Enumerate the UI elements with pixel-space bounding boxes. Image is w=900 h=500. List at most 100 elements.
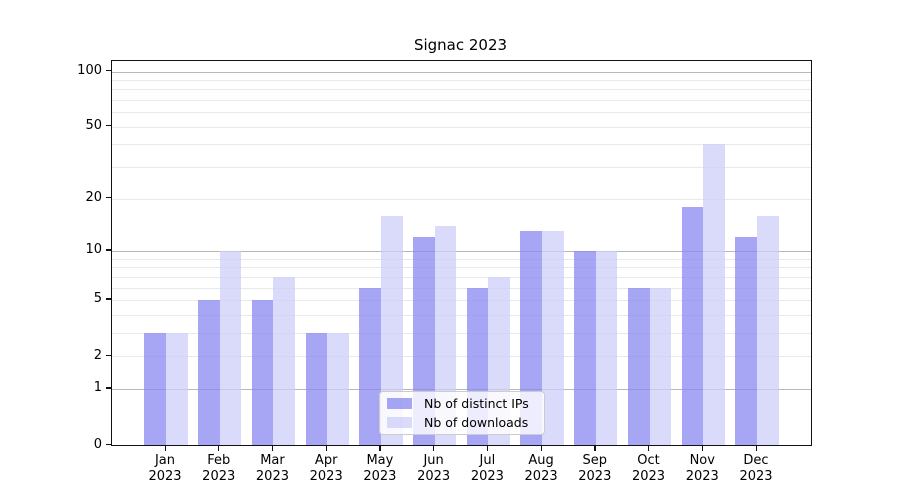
x-tick-label-sep: Sep 2023 (565, 453, 625, 485)
legend: Nb of distinct IPs Nb of downloads (379, 391, 545, 435)
y-tick-mark-50 (106, 125, 111, 127)
x-tick-mark-sep (594, 445, 596, 451)
x-tick-year: 2023 (309, 469, 343, 484)
y-tick-mark-100 (106, 70, 111, 72)
x-tick-month: Dec (743, 453, 769, 468)
bar-oct-nb-of-distinct-ips (627, 287, 650, 445)
x-tick-month: Mar (260, 453, 285, 468)
x-tick-month: Sep (582, 453, 608, 468)
x-tick-mark-feb (218, 445, 220, 451)
x-tick-month: Aug (528, 453, 554, 468)
y-tick-label-0: 0 (93, 436, 102, 452)
x-tick-label-apr: Apr 2023 (296, 453, 356, 485)
x-tick-label-jun: Jun 2023 (404, 453, 464, 485)
y-tick-label-10: 10 (85, 242, 102, 258)
x-tick-label-jan: Jan 2023 (135, 453, 195, 485)
y-tick-label-50: 50 (85, 118, 102, 134)
gridline-minor-7 (112, 276, 811, 278)
legend-row-nb-of-distinct-ips: Nb of distinct IPs (387, 396, 536, 411)
plot-area: Nb of distinct IPs Nb of downloads (111, 60, 812, 446)
x-tick-year: 2023 (255, 469, 289, 484)
x-tick-month: Apr (314, 453, 338, 468)
x-tick-label-dec: Dec 2023 (726, 453, 786, 485)
bar-nov-nb-of-distinct-ips (681, 206, 704, 445)
x-tick-year: 2023 (202, 469, 236, 484)
y-tick-mark-20 (106, 197, 111, 199)
x-tick-year: 2023 (739, 469, 773, 484)
x-tick-year: 2023 (363, 469, 397, 484)
bar-mar-nb-of-distinct-ips (251, 299, 274, 445)
gridline-minor-60 (112, 112, 811, 114)
legend-row-nb-of-downloads: Nb of downloads (387, 415, 536, 430)
bar-jan-nb-of-downloads (166, 332, 188, 445)
x-tick-year: 2023 (417, 469, 451, 484)
x-tick-month: Feb (207, 453, 231, 468)
legend-swatch-nb-of-downloads (387, 417, 412, 428)
gridline-minor-20 (112, 198, 811, 200)
legend-label-nb-of-downloads: Nb of downloads (424, 415, 529, 430)
bar-sep-nb-of-distinct-ips (574, 250, 596, 445)
chart-title: Signac 2023 (413, 36, 508, 54)
gridline-minor-6 (112, 287, 811, 289)
bar-aug-nb-of-downloads (542, 231, 564, 445)
legend-swatch-nb-of-distinct-ips (387, 398, 412, 409)
bar-dec-nb-of-downloads (757, 215, 779, 445)
y-tick-mark-2 (106, 354, 111, 356)
y-tick-label-2: 2 (93, 347, 102, 363)
x-tick-year: 2023 (524, 469, 558, 484)
y-tick-mark-0 (106, 443, 111, 445)
x-tick-month: Nov (689, 453, 715, 468)
gridline-minor-2 (112, 356, 811, 358)
x-tick-mark-jan (164, 445, 166, 451)
x-tick-year: 2023 (470, 469, 504, 484)
bar-mar-nb-of-downloads (273, 276, 296, 445)
gridline-minor-5 (112, 299, 811, 301)
x-tick-year: 2023 (631, 469, 666, 484)
x-tick-label-jul: Jul 2023 (457, 453, 517, 485)
bar-apr-nb-of-distinct-ips (305, 332, 328, 445)
gridline-major-1 (112, 388, 811, 390)
legend-label-nb-of-distinct-ips: Nb of distinct IPs (424, 396, 529, 411)
bar-may-nb-of-distinct-ips (359, 287, 381, 445)
bar-nov-nb-of-downloads (703, 144, 725, 445)
bar-jan-nb-of-distinct-ips (144, 332, 166, 445)
y-tick-mark-10 (106, 249, 111, 251)
gridline-minor-30 (112, 167, 811, 169)
x-tick-label-aug: Aug 2023 (511, 453, 571, 485)
x-tick-month: Jun (423, 453, 444, 468)
x-tick-mark-oct (648, 445, 650, 451)
x-tick-label-nov: Nov 2023 (672, 453, 732, 485)
gridline-minor-70 (112, 100, 811, 102)
bar-sep-nb-of-downloads (595, 250, 618, 445)
gridline-minor-80 (112, 89, 811, 91)
gridline-minor-40 (112, 144, 811, 146)
x-tick-mark-apr (325, 445, 327, 451)
bar-apr-nb-of-downloads (327, 332, 349, 445)
y-tick-mark-1 (106, 387, 111, 389)
x-tick-mark-jul (486, 445, 489, 451)
gridline-major-100 (112, 71, 811, 73)
y-tick-mark-5 (106, 298, 111, 300)
y-tick-label-20: 20 (85, 190, 102, 206)
x-tick-label-mar: Mar 2023 (242, 453, 302, 485)
x-tick-month: May (366, 453, 394, 468)
x-tick-month: Jul (479, 453, 496, 468)
gridline-minor-90 (112, 79, 811, 81)
gridline-major-10 (112, 250, 811, 252)
x-tick-mark-nov (701, 445, 703, 451)
y-tick-label-1: 1 (93, 380, 102, 396)
x-tick-mark-mar (271, 445, 274, 451)
bar-may-nb-of-downloads (380, 215, 403, 445)
x-tick-year: 2023 (578, 469, 612, 484)
x-tick-month: Jan (154, 453, 176, 468)
y-tick-label-5: 5 (93, 291, 102, 307)
x-tick-label-oct: Oct 2023 (619, 453, 679, 485)
y-tick-label-100: 100 (77, 63, 102, 78)
gridline-minor-4 (112, 314, 811, 316)
bar-feb-nb-of-distinct-ips (198, 299, 220, 445)
bar-jun-nb-of-downloads (434, 225, 457, 445)
x-tick-month: Oct (637, 453, 660, 468)
x-tick-label-may: May 2023 (350, 453, 410, 485)
x-tick-mark-dec (755, 445, 757, 451)
